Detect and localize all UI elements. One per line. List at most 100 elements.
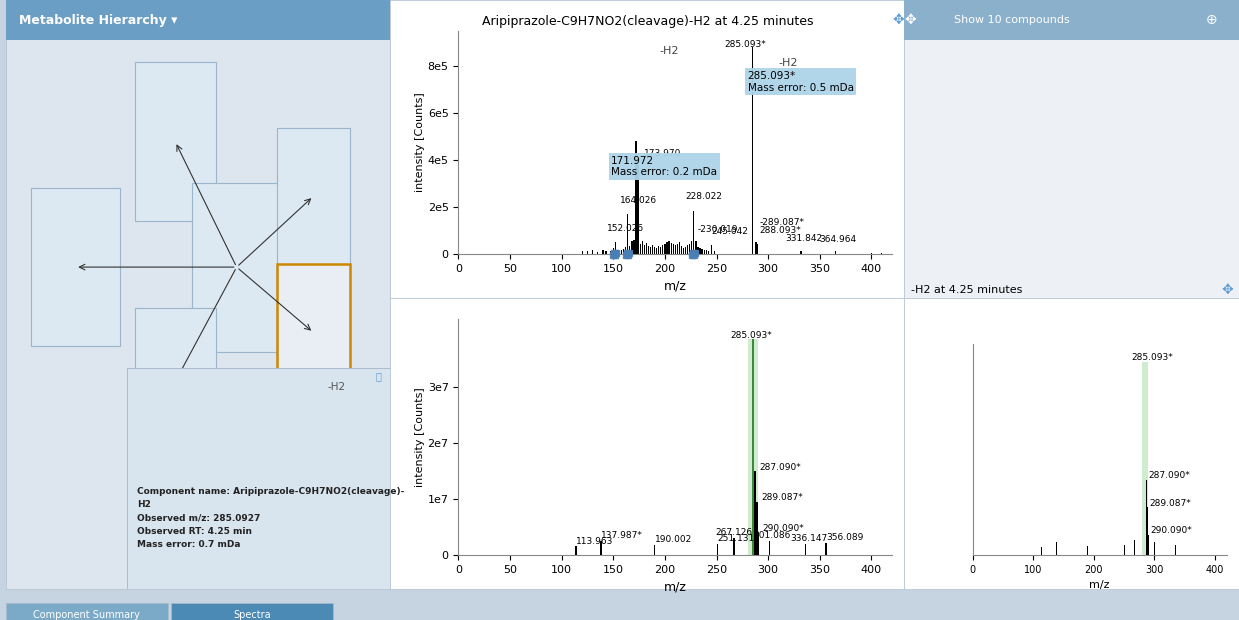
Bar	[623, 249, 624, 254]
Bar	[733, 538, 735, 555]
Bar	[649, 247, 652, 254]
Bar	[756, 244, 757, 254]
Bar	[701, 249, 703, 254]
Text: 267.126: 267.126	[716, 528, 753, 538]
Text: 190.002: 190.002	[654, 535, 691, 544]
Text: 152.026: 152.026	[607, 224, 644, 232]
Text: 290.090*: 290.090*	[762, 525, 804, 533]
Bar	[654, 545, 655, 555]
Bar	[689, 244, 690, 254]
Bar	[714, 251, 715, 254]
Text: -289.087*: -289.087*	[760, 218, 805, 227]
Text: 287.090*: 287.090*	[1149, 471, 1191, 480]
Bar	[621, 250, 622, 254]
FancyBboxPatch shape	[192, 182, 281, 352]
FancyBboxPatch shape	[278, 264, 349, 401]
Text: Spectra: Spectra	[233, 609, 271, 619]
Bar	[673, 244, 674, 254]
Bar	[610, 250, 611, 254]
Bar	[660, 247, 662, 254]
Text: 290.090*: 290.090*	[1151, 526, 1192, 535]
Text: 331.842: 331.842	[786, 234, 823, 243]
Text: ⊕: ⊕	[1206, 14, 1218, 27]
Bar	[658, 246, 659, 254]
Text: 336.147: 336.147	[790, 534, 828, 543]
Bar	[615, 242, 616, 254]
FancyBboxPatch shape	[278, 128, 349, 264]
Bar	[800, 250, 802, 254]
Bar	[768, 541, 771, 555]
Bar	[804, 544, 807, 555]
Text: 289.087*: 289.087*	[761, 494, 803, 502]
Bar	[669, 241, 670, 254]
Bar	[698, 247, 699, 254]
FancyBboxPatch shape	[31, 188, 119, 346]
Bar	[637, 165, 638, 254]
Text: ⬜: ⬜	[375, 371, 382, 381]
FancyBboxPatch shape	[135, 308, 216, 455]
Bar	[752, 339, 753, 555]
Bar	[171, 603, 332, 620]
X-axis label: m/z: m/z	[1089, 580, 1110, 590]
Bar	[6, 603, 167, 620]
Text: 364.964: 364.964	[820, 235, 857, 244]
Bar	[670, 243, 672, 254]
Bar	[825, 542, 826, 555]
Bar	[612, 249, 615, 254]
Y-axis label: intensity [Counts]: intensity [Counts]	[415, 388, 425, 487]
Bar	[756, 502, 758, 555]
Bar	[626, 247, 627, 254]
Bar	[652, 246, 653, 254]
Text: 113.963: 113.963	[576, 537, 613, 546]
Text: 285.093*: 285.093*	[1131, 353, 1173, 362]
Bar	[639, 244, 641, 254]
Bar	[657, 247, 658, 254]
Bar	[711, 246, 712, 254]
Bar	[600, 541, 602, 555]
Bar	[627, 215, 628, 254]
Text: 245.042: 245.042	[711, 226, 748, 236]
Text: ✥: ✥	[1222, 283, 1233, 297]
Bar	[648, 246, 649, 254]
Bar	[1142, 361, 1149, 555]
Text: -H2 at 4.25 minutes: -H2 at 4.25 minutes	[911, 285, 1022, 295]
Bar	[755, 471, 756, 555]
Text: Aripiprazole-C9H7NO2(cleavage)-H2 at 4.25 minutes: Aripiprazole-C9H7NO2(cleavage)-H2 at 4.2…	[482, 16, 813, 29]
Text: Component name: Aripiprazole-C9H7NO2(cleavage)-
H2
Observed m/z: 285.0927
Observ: Component name: Aripiprazole-C9H7NO2(cle…	[136, 487, 404, 549]
Bar	[592, 250, 593, 254]
Bar	[694, 211, 695, 254]
Bar	[631, 241, 632, 254]
Text: -H2: -H2	[659, 46, 679, 56]
Text: Metabolite Hierarchy ▾: Metabolite Hierarchy ▾	[19, 14, 177, 27]
FancyBboxPatch shape	[128, 368, 393, 591]
Bar	[757, 533, 758, 555]
Bar	[575, 546, 577, 555]
Bar	[654, 247, 655, 254]
Text: ✥: ✥	[904, 14, 917, 27]
Bar	[717, 544, 719, 555]
Bar	[747, 339, 758, 555]
Bar	[691, 241, 693, 254]
Bar	[602, 249, 603, 254]
Bar	[587, 251, 589, 254]
Text: 285.093*
Mass error: 0.5 mDa: 285.093* Mass error: 0.5 mDa	[747, 71, 854, 92]
Bar	[606, 251, 607, 254]
Bar	[699, 249, 701, 254]
Bar	[633, 240, 634, 254]
Text: 288.093*: 288.093*	[760, 226, 800, 235]
Text: 251.131: 251.131	[717, 534, 755, 543]
Bar	[667, 242, 668, 254]
Text: 285.093*: 285.093*	[724, 40, 766, 50]
Bar	[683, 247, 684, 254]
Bar	[636, 141, 637, 254]
Bar	[597, 252, 598, 254]
X-axis label: m/z: m/z	[664, 280, 686, 293]
Bar	[674, 246, 676, 254]
Text: 301.086: 301.086	[753, 531, 790, 540]
Bar	[707, 250, 709, 254]
Bar	[679, 242, 680, 254]
Bar	[662, 245, 664, 254]
Text: 285.093*: 285.093*	[730, 331, 772, 340]
Bar	[686, 246, 689, 254]
Bar	[629, 246, 631, 254]
